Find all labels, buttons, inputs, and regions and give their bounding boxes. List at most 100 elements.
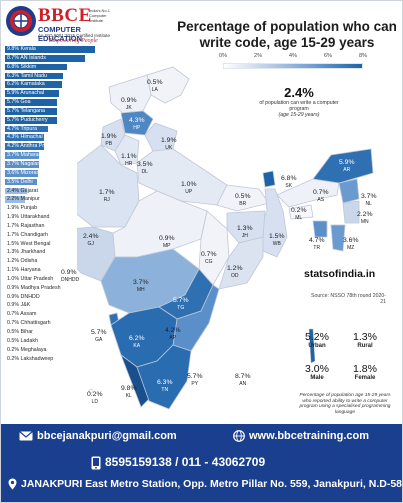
email-text: bbcejanakpuri@gmail.com [37,430,177,442]
region-uttarakhand [144,122,178,152]
rank-bar [5,311,12,319]
rank-bar [5,249,17,257]
brand-tagline-small: India's No.1 Computer Institute [89,8,110,23]
map-label-mh: 3.7% MH [133,279,149,293]
region-kerala [120,353,150,408]
site-name: statsofindia.in [304,268,376,280]
rank-label: 1.9% Uttarakhand [7,214,50,221]
rank-bar [5,63,68,71]
stat-rural: 1.3% Rural [353,331,377,349]
rank-bar [5,178,38,186]
rank-label: 5.7% Telangana [7,107,45,114]
map-label-gj: 2.4% GJ [83,233,99,247]
map-label-sk: 6.8% SK [281,175,297,189]
legend-tick-label: 0% [219,53,227,59]
rank-bar [5,99,58,106]
rank-label: 9.8% Kerala [7,46,36,52]
website-row[interactable]: www.bbcetraining.com [233,430,369,442]
rank-label: 5.7% Goa [7,99,31,106]
headline-caption: of population can write a computer progr… [259,100,339,112]
legend-gradient-bar [223,63,363,69]
rank-row: 5.7% Telangana [5,107,99,116]
rank-row: 6.8% Sikkim [5,63,99,72]
rank-row: 3.5% Delhi [5,178,99,187]
map-label-hr: 1.1% HR [121,153,137,167]
rank-row: 1.2% Odisha [5,257,99,266]
rank-label: 3.6% Mizoram [7,169,41,176]
rank-bar [5,302,14,310]
map-label-jh: 1.3% JH [237,225,253,239]
brand-certification: An ISO 9001:2015 Certified Institute [38,33,111,38]
rank-label: 6.2% Karnataka [7,81,45,88]
address-text: JANAKPURI East Metro Station, Opp. Metro… [21,478,402,490]
brand-subtitle: COMPUTER EDUCATION [38,25,83,43]
rank-bar [5,205,23,212]
rank-row: 0.2% Meghalaya [5,346,99,355]
bbce-logo: BBCE India's No.1 Computer Institute COM… [5,5,123,44]
phone-icon [91,456,101,470]
rank-bar [5,46,95,53]
legend-ticks: 0% 2% 4% 6% 8% [219,53,367,61]
map-label-nl: 3.7% NL [361,193,377,207]
map-label-ga: 5.7% GA [91,329,107,343]
brand-name: BBCE [38,5,92,26]
rank-row: 5.7% Puducherry [5,116,99,125]
rank-row: 4.2% Andhra Pradesh [5,142,99,151]
stat-male: 3.0% Male [305,363,329,381]
rank-label: 2.2% Manipur [7,196,40,203]
rank-label: 0.2% Lakshadweep [7,355,54,362]
brand-motto: Empowering People [49,38,98,44]
map-label-tg: 5.7% TG [173,297,189,311]
map-label-jk: 0.9% JK [121,97,137,111]
map-label-od: 1.2% OD [227,265,243,279]
rank-label: 6.8% Sikkim [7,63,37,70]
map-label-py: 5.7% PY [187,373,203,387]
map-label-tr: 4.7% TR [309,237,325,251]
map-label-mn: 2.2% MN [357,211,373,225]
rank-bar [5,72,63,80]
phone-text: 8595159138 / 011 - 43062709 [105,455,266,469]
rank-bar [5,320,12,327]
map-label-pb: 1.9% PB [101,133,117,147]
website-text: www.bbcetraining.com [249,430,369,442]
region-mizoram [330,224,346,252]
map-label-ld: 0.2% LD [87,391,103,405]
rank-row: 9.8% Kerala [5,45,99,54]
rank-bar [5,240,19,248]
rank-label: 0.9% Madhya Pradesh [7,284,61,291]
map-label-ka: 6.2% KA [129,335,145,349]
phone-row[interactable]: 8595159138 / 011 - 43062709 [91,455,265,470]
contact-footer: bbcejanakpuri@gmail.com www.bbcetraining… [1,424,402,502]
map-label-as: 0.7% AS [313,189,329,203]
map-label-hp: 4.3% HP [129,117,145,131]
region-himachal [120,110,154,136]
region-sikkim [262,170,276,188]
rank-label: 1.7% Chandigarh [7,231,48,238]
map-label-kl: 9.8% KL [121,385,137,399]
map-label-tn: 6.3% TN [157,379,173,393]
region-andaman [308,328,316,364]
rank-row: 0.7% Chhattisgarh [5,319,99,328]
rank-row: 0.9% DNHDD [5,293,99,302]
rank-bar [5,258,17,266]
rank-row: 0.5% Bihar [5,328,99,337]
map-label-mp: 0.9% MP [159,235,175,249]
region-manipur [342,200,360,224]
email-row[interactable]: bbcejanakpuri@gmail.com [19,430,177,442]
region-lakshadweep [88,388,94,394]
india-map: 0.5% LA 0.9% JK 4.3% HP 1.9% PB 1.9% UK 1.1% H… [61,61,403,421]
rank-bar [5,231,21,239]
globe-icon [233,430,245,442]
rank-bar [5,152,39,159]
state-ranking-list: 9.8% Kerala 8.7% AN Islands 6.8% Sikkim 6.3… [5,45,99,363]
globe-emblem-icon [6,6,36,36]
rank-row: 2.2% Manipur [5,195,99,204]
rank-label: 5.7% Puducherry [7,116,48,123]
rank-row: 2.4% Gujarat [5,187,99,196]
region-bihar [216,184,270,212]
rank-row: 3.7% Maharashtra [5,151,99,160]
rank-label: 1.7% Rajasthan [7,222,45,229]
map-label-br: 0.5% BR [235,193,251,207]
rank-label: 1.2% Odisha [7,258,38,265]
rank-row: 1.5% West Bengal [5,240,99,249]
